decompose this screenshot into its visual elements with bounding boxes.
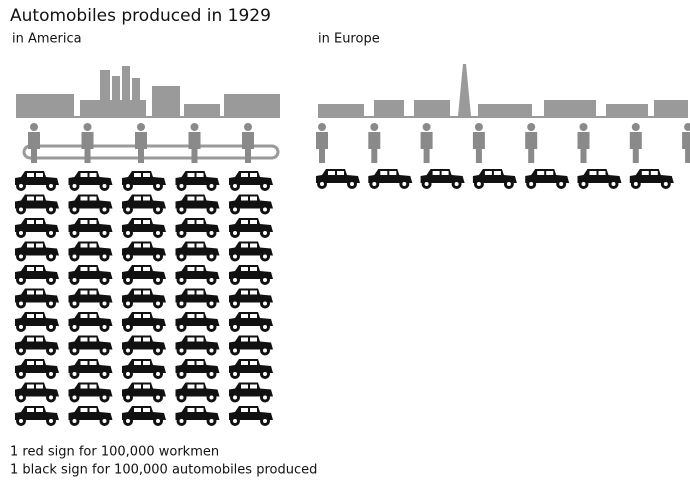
legend-entry: 1 red sign for 100,000 workmen [10,445,219,460]
car-icon [176,265,220,285]
car-icon [69,242,113,262]
car-icon [122,242,166,262]
car-icon [176,336,220,356]
car-icon [122,218,166,238]
car-icon [122,359,166,379]
car-icon [176,312,220,332]
car-icon [15,265,59,285]
car-icon [229,406,273,426]
car-icon [15,359,59,379]
workman-icon [473,123,485,163]
car-icon [229,383,273,403]
car-icon [368,169,412,189]
chart-title: Automobiles produced in 1929 [10,6,271,26]
workman-icon [368,123,380,163]
car-icon [176,171,220,191]
car-icon [122,312,166,332]
car-icon [15,312,59,332]
car-icon [69,171,113,191]
car-icon [69,359,113,379]
car-icon [229,289,273,309]
car-icon [122,171,166,191]
car-icon [229,359,273,379]
car-icon [69,265,113,285]
car-icon [176,242,220,262]
chart: Automobiles produced in 1929 in America … [0,0,690,482]
group-label: in Europe [318,32,380,47]
workman-icon [682,123,690,163]
car-icon [69,383,113,403]
car-icon [473,169,517,189]
car-icon [229,218,273,238]
car-icon [229,336,273,356]
car-icon [630,169,674,189]
car-icon [15,171,59,191]
car-icon [69,218,113,238]
car-icon [176,359,220,379]
car-icon [122,195,166,215]
car-icon [316,169,360,189]
car-icon [122,289,166,309]
car-icon [176,195,220,215]
car-icon [176,406,220,426]
car-icon [122,406,166,426]
legend-entry: 1 black sign for 100,000 automobiles pro… [10,463,317,478]
car-icon [176,218,220,238]
workman-icon [630,123,642,163]
workman-icon [421,123,433,163]
workman-icon [578,123,590,163]
car-icon [15,383,59,403]
car-icon [229,242,273,262]
car-icon [229,195,273,215]
car-icon [578,169,622,189]
car-icon [176,289,220,309]
car-icon [15,195,59,215]
car-icon [69,312,113,332]
car-icon [15,289,59,309]
car-icon [525,169,569,189]
car-icon [229,312,273,332]
car-icon [69,336,113,356]
car-icon [69,406,113,426]
workman-icon [316,123,328,163]
car-icon [69,289,113,309]
car-icon [122,383,166,403]
car-icon [229,171,273,191]
workman-icon [525,123,537,163]
car-icon [122,265,166,285]
car-icon [15,242,59,262]
car-icon [15,218,59,238]
car-icon [229,265,273,285]
car-icon [176,383,220,403]
car-icon [69,195,113,215]
group-label: in America [12,32,82,47]
car-icon [421,169,465,189]
car-icon [122,336,166,356]
car-icon [15,406,59,426]
car-icon [15,336,59,356]
